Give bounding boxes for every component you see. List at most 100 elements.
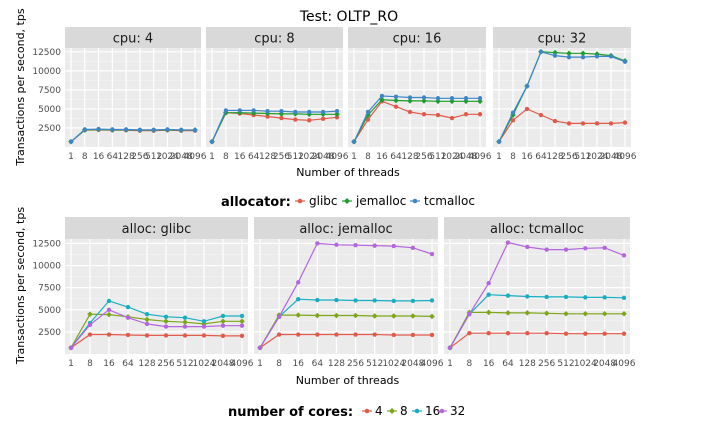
- x-tick-label: 2048: [600, 152, 623, 162]
- data-point: [372, 298, 377, 303]
- data-point: [594, 51, 600, 57]
- x-tick-label: 128: [401, 152, 418, 162]
- data-point: [144, 311, 150, 317]
- x-tick-label: 16: [521, 152, 533, 162]
- data-point: [276, 332, 282, 337]
- strip-label: cpu: 16: [393, 32, 442, 47]
- data-point: [449, 96, 455, 101]
- strip-header: [493, 27, 631, 48]
- data-point: [463, 96, 469, 101]
- data-point: [467, 331, 472, 336]
- data-point: [68, 139, 74, 144]
- data-point: [583, 295, 588, 300]
- data-point: [295, 312, 302, 318]
- facet-panel: alloc: tcmalloc 1 8 16 64 128 256 512 1024204840…: [444, 217, 636, 369]
- data-point: [477, 112, 483, 117]
- data-point: [353, 332, 358, 337]
- legend-label: tcmalloc: [424, 194, 475, 208]
- series-line: [353, 99, 480, 142]
- data-point: [505, 331, 511, 336]
- series-line: [259, 242, 433, 349]
- strip-header: [444, 217, 630, 239]
- data-point: [391, 298, 396, 304]
- data-point: [544, 247, 549, 252]
- data-point: [601, 310, 608, 317]
- x-tick-label: 8: [466, 359, 472, 369]
- y-axis-title: Transactions per second, tps: [14, 207, 27, 365]
- data-point: [410, 332, 416, 338]
- data-point: [372, 332, 377, 337]
- series-line: [353, 100, 480, 143]
- data-point: [544, 294, 549, 300]
- y-tick-label: 2500: [38, 124, 61, 134]
- data-point: [220, 323, 226, 328]
- data-point: [525, 294, 530, 299]
- x-tick-label: 8: [87, 359, 93, 369]
- data-point: [125, 304, 131, 310]
- data-point: [182, 324, 188, 329]
- data-point: [552, 118, 558, 124]
- series-line: [449, 311, 624, 349]
- data-point: [429, 332, 435, 338]
- data-point: [393, 94, 399, 99]
- data-point: [165, 127, 170, 132]
- data-point: [82, 127, 87, 132]
- data-point: [144, 333, 150, 338]
- x-tick-label: 4096: [184, 152, 207, 162]
- strip-label: alloc: jemalloc: [299, 222, 392, 237]
- legend-label: glibc: [309, 194, 338, 208]
- data-point: [580, 54, 586, 60]
- x-tick-label: 4096: [469, 152, 492, 162]
- x-tick-label: 16: [483, 359, 495, 369]
- legend-label: 16: [425, 404, 440, 418]
- data-point: [123, 127, 129, 132]
- data-point: [250, 110, 257, 116]
- data-point: [201, 333, 207, 338]
- x-tick-label: 1024: [441, 152, 464, 162]
- data-point: [583, 246, 588, 251]
- strip-label: alloc: tcmalloc: [490, 222, 584, 237]
- strip-header: [254, 217, 438, 239]
- data-point: [192, 128, 198, 133]
- x-tick-label: 2048: [170, 152, 193, 162]
- data-point: [223, 108, 229, 113]
- data-point: [220, 318, 226, 325]
- series-line: [449, 294, 625, 349]
- strip-header: [348, 27, 486, 48]
- legend-label: 4: [375, 404, 383, 418]
- series-line: [70, 333, 242, 349]
- x-tick-label: 128: [138, 359, 155, 369]
- series-line: [498, 108, 626, 143]
- legend-label: jemalloc: [355, 194, 406, 208]
- data-point: [429, 313, 435, 320]
- data-point: [334, 109, 340, 114]
- y-tick-label: 12500: [32, 48, 61, 58]
- data-point: [505, 293, 511, 298]
- data-point: [486, 292, 491, 297]
- data-point: [163, 318, 169, 325]
- strip-header: [65, 217, 248, 239]
- data-point: [496, 139, 502, 144]
- y-tick-label: 10000: [32, 262, 61, 272]
- data-point: [365, 109, 371, 115]
- data-point: [407, 109, 413, 115]
- data-point: [379, 93, 385, 99]
- data-point: [566, 50, 572, 57]
- data-point: [580, 50, 586, 57]
- data-point: [421, 95, 427, 100]
- data-point: [393, 104, 399, 109]
- chart-title: Test: OLTP_RO: [299, 9, 398, 25]
- data-point: [621, 295, 627, 301]
- series-line: [449, 332, 624, 349]
- x-tick-label: 256: [273, 152, 290, 162]
- data-point: [182, 315, 188, 320]
- data-point: [163, 333, 169, 338]
- legend-key-marker: [414, 408, 420, 414]
- facet-panel: alloc: jemalloc 1 8 16 64 128 256 512 1024204840…: [254, 217, 444, 369]
- x-tick-label: 2048: [593, 359, 616, 369]
- x-tick-label: 64: [312, 359, 324, 369]
- y-tick-label: 5000: [38, 105, 61, 115]
